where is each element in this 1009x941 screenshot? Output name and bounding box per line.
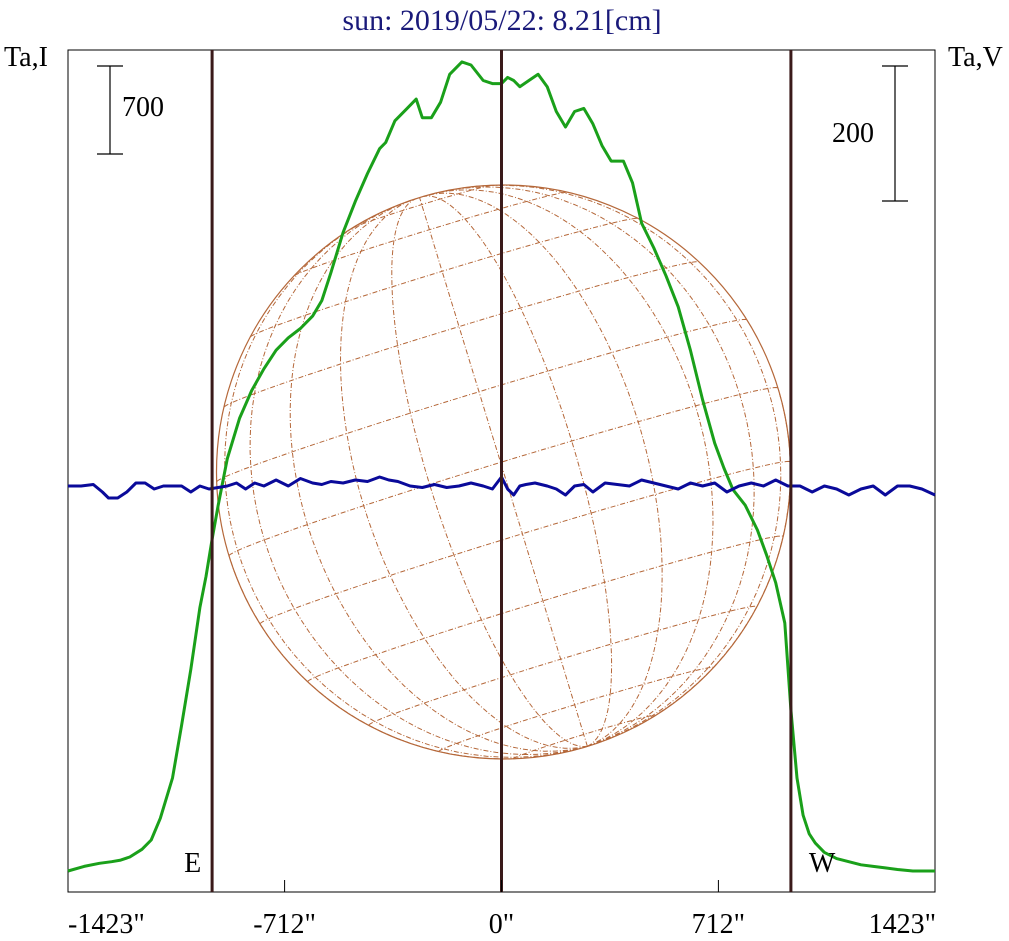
x-tick-label: -1423" (68, 909, 145, 940)
x-tick-label: -712" (253, 909, 316, 940)
marker-label: E (184, 848, 201, 879)
x-tick-label: 0" (489, 909, 514, 940)
x-tick-label: 1423" (869, 909, 936, 940)
left-axis-label: Ta,I (4, 42, 48, 73)
marker-label: W (809, 848, 836, 879)
chart-title: sun: 2019/05/22: 8.21[cm] (342, 4, 661, 37)
polarization-series-line (68, 475, 936, 500)
right-axis-label: Ta,V (948, 42, 1003, 73)
right-scale-bar: 200 (832, 65, 908, 202)
solar-disk-grid (215, 184, 792, 760)
x-axis-ticks: -1423" -712" 0" 712" 1423" (67, 880, 936, 940)
x-tick-label: 712" (692, 909, 745, 940)
left-scale-label: 700 (122, 92, 164, 123)
right-scale-label: 200 (832, 118, 874, 149)
left-scale-bar: 700 (97, 65, 164, 155)
